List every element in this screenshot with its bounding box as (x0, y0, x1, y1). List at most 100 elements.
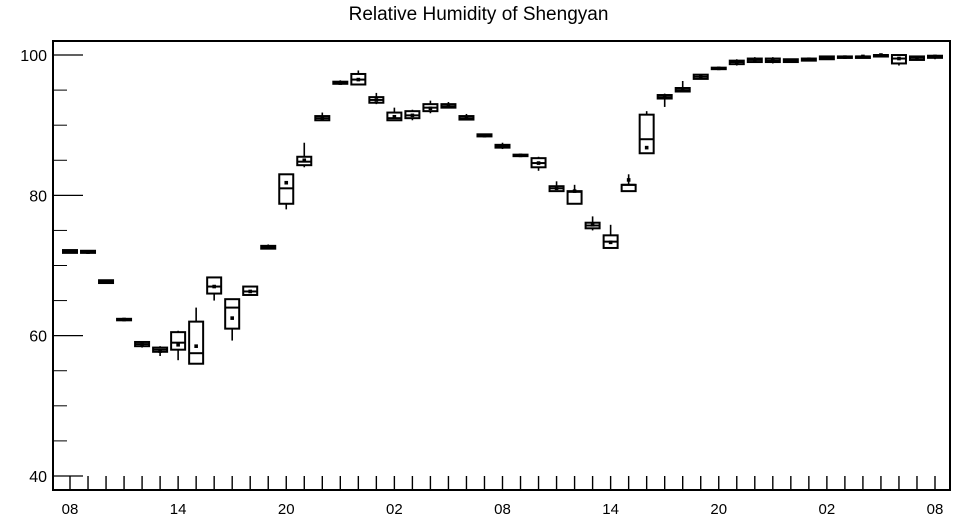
x-tick-label: 14 (602, 501, 619, 518)
box-mean-marker (230, 316, 234, 320)
box-item (818, 55, 835, 61)
box-mean-marker (644, 145, 649, 150)
x-tick-label: 20 (710, 501, 727, 518)
box-mean-marker (789, 58, 793, 63)
box-mean-marker (716, 66, 721, 71)
box-item (566, 184, 583, 205)
box-item (476, 133, 493, 138)
box-mean-marker (176, 342, 180, 347)
box-item (152, 346, 169, 357)
box-body (224, 298, 241, 330)
y-tick-label: 100 (20, 48, 47, 65)
box-item (98, 279, 115, 285)
box-item (224, 298, 241, 341)
box-mean-marker (897, 56, 901, 61)
box-item (530, 156, 547, 171)
box-body (188, 320, 205, 365)
box-item (890, 54, 907, 66)
box-item (350, 70, 367, 86)
axis-ticks: 40 60 80 100 08 14 20 02 08 14 20 02 08 (20, 48, 943, 518)
box-item (908, 55, 925, 61)
box-mean-marker (734, 60, 739, 64)
box-item (782, 58, 799, 64)
box-item (512, 153, 529, 158)
box-mean-marker (68, 249, 72, 254)
box-mean-marker (933, 54, 937, 59)
box-item (368, 92, 385, 105)
x-tick-label: 02 (819, 501, 836, 518)
box-item (62, 249, 78, 254)
box-mean-marker (825, 56, 829, 60)
box-item (854, 54, 871, 59)
box-mean-marker (807, 57, 811, 62)
box-item (620, 174, 637, 193)
box-mean-marker (248, 289, 253, 294)
box-item (458, 113, 475, 121)
box-item (440, 102, 457, 109)
box-mean-marker (464, 116, 469, 120)
box-item (746, 57, 763, 64)
box-mean-marker (536, 161, 541, 165)
box-item (584, 216, 601, 231)
box-mean-marker (392, 114, 397, 119)
box-mean-marker (915, 56, 919, 60)
box-item (656, 93, 673, 107)
box-mean-marker (662, 95, 667, 99)
box-mean-marker (302, 158, 307, 163)
x-tick-label: 08 (494, 501, 511, 518)
box-mean-marker (698, 74, 703, 79)
box-item (872, 53, 889, 58)
box-mean-marker (482, 133, 487, 138)
box-mean-marker (861, 54, 865, 59)
box-mean-marker (122, 317, 126, 322)
box-mean-marker (608, 240, 613, 245)
box-mean-marker (158, 349, 162, 353)
box-item (188, 307, 205, 365)
x-tick-label: 02 (386, 501, 403, 518)
box-mean-marker (843, 55, 847, 59)
box-mean-marker (428, 106, 433, 111)
box-item (314, 112, 331, 122)
box-mean-marker (518, 153, 523, 158)
box-mean-marker (554, 186, 559, 191)
box-mean-marker (410, 113, 415, 118)
box-mean-marker (194, 344, 198, 348)
box-mean-marker (572, 189, 577, 193)
box-mean-marker (680, 88, 685, 92)
box-mean-marker (212, 284, 216, 289)
box-item (927, 54, 943, 60)
chart-title: Relative Humidity of Shengyan (348, 4, 609, 25)
x-tick-label: 08 (62, 501, 79, 518)
box-mean-marker (879, 53, 883, 57)
box-item (278, 173, 295, 210)
box-item (404, 109, 421, 121)
box-item (260, 244, 277, 250)
box-item (728, 59, 745, 66)
box-mean-marker (500, 144, 505, 149)
box-mean-marker (446, 104, 451, 109)
box-item (206, 276, 223, 301)
box-item (638, 111, 655, 155)
box-item (548, 181, 565, 193)
box-item (764, 57, 781, 64)
x-tick-label: 14 (170, 501, 187, 518)
box-item (710, 66, 727, 71)
x-tick-label: 08 (927, 501, 944, 518)
y-tick-label: 80 (29, 188, 47, 205)
box-item (116, 317, 133, 322)
box-mean-marker (86, 250, 90, 254)
box-item (494, 142, 511, 150)
box-mean-marker (626, 178, 631, 182)
plot-frame (52, 40, 951, 491)
box-body (638, 113, 655, 155)
box-mean-marker (338, 81, 343, 85)
x-tick-label: 20 (278, 501, 295, 518)
box-item (692, 73, 709, 80)
box-mean-marker (140, 342, 144, 346)
box-mean-marker (374, 98, 379, 102)
box-mean-marker (266, 245, 271, 250)
box-mean-marker (104, 279, 108, 284)
box-series (62, 53, 943, 365)
box-mean-marker (752, 58, 757, 62)
